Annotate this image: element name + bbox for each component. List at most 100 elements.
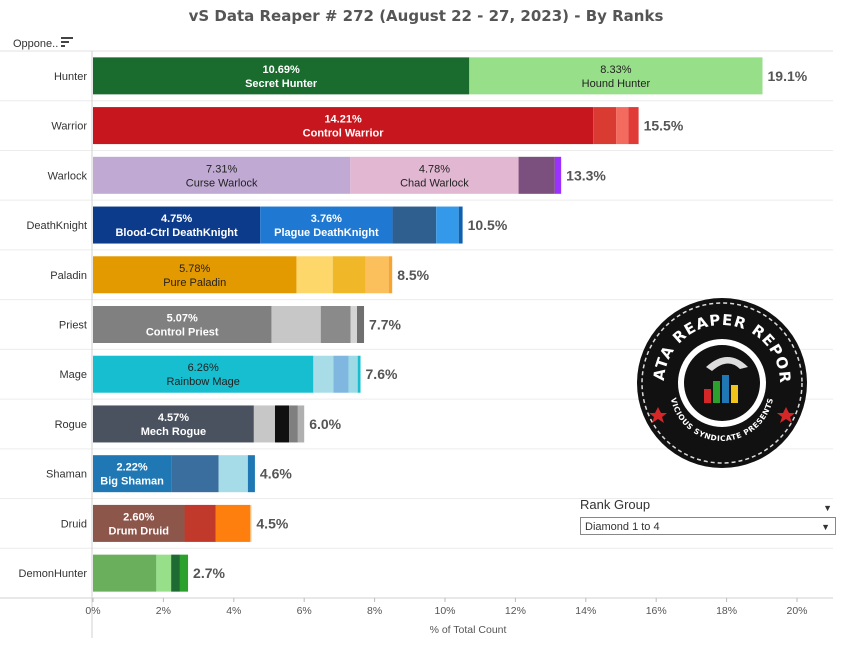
bar-segment[interactable]: [93, 504, 185, 542]
bar-segment[interactable]: [518, 156, 555, 194]
rank-group-select[interactable]: Diamond 1 to 4 ▼: [580, 517, 836, 535]
category-label[interactable]: Hunter: [54, 71, 87, 83]
bar-segment[interactable]: [350, 156, 519, 194]
bar-segment[interactable]: [184, 504, 216, 542]
category-label[interactable]: Warrior: [51, 121, 87, 133]
segment-percent-label: 5.78%: [179, 263, 210, 275]
segment-archetype-label: Blood-Ctrl DeathKnight: [115, 227, 238, 239]
segment-percent-label: 6.26%: [188, 362, 219, 374]
segment-percent-label: 5.07%: [167, 313, 198, 325]
bar-segment[interactable]: [179, 554, 189, 592]
bar-segment[interactable]: [289, 405, 298, 443]
bar-segment[interactable]: [392, 206, 437, 244]
bar-total-label: 8.5%: [397, 267, 429, 283]
segment-percent-label: 2.22%: [116, 462, 147, 474]
segment-percent-label: 4.57%: [158, 412, 189, 424]
segment-archetype-label: Control Warrior: [303, 128, 385, 140]
sort-icon[interactable]: [61, 37, 73, 47]
segment-percent-label: 3.76%: [311, 213, 342, 225]
category-label[interactable]: Warlock: [48, 170, 88, 182]
bar-segment[interactable]: [348, 355, 358, 393]
category-label[interactable]: Rogue: [55, 419, 87, 431]
rank-group-title: Rank Group: [580, 497, 651, 512]
x-axis-title: % of Total Count: [430, 624, 507, 636]
bar-segment[interactable]: [218, 455, 248, 493]
rank-group-selected-value: Diamond 1 to 4: [585, 521, 660, 533]
bar-segment[interactable]: [388, 256, 393, 294]
bar-segment[interactable]: [333, 355, 349, 393]
category-label[interactable]: Mage: [59, 369, 87, 381]
x-tick-label: 0%: [85, 605, 100, 617]
category-label[interactable]: Druid: [61, 518, 87, 530]
x-tick-label: 8%: [367, 605, 382, 617]
segment-archetype-label: Hound Hunter: [582, 78, 651, 90]
category-label[interactable]: DemonHunter: [19, 568, 88, 580]
category-label[interactable]: Paladin: [50, 270, 87, 282]
bar-segment[interactable]: [332, 256, 366, 294]
bar-segment[interactable]: [357, 355, 361, 393]
bar-segment[interactable]: [93, 107, 594, 145]
category-label[interactable]: DeathKnight: [26, 220, 87, 232]
bar-segment[interactable]: [628, 107, 639, 145]
category-label[interactable]: Shaman: [46, 469, 87, 481]
category-label[interactable]: Priest: [59, 320, 87, 332]
bar-total-label: 6.0%: [309, 416, 341, 432]
bar-segment[interactable]: [253, 405, 275, 443]
bar-segment[interactable]: [93, 256, 297, 294]
bar-total-label: 13.3%: [566, 167, 606, 183]
bar-segment[interactable]: [296, 256, 333, 294]
bar-segment[interactable]: [93, 306, 272, 343]
bar-segment[interactable]: [215, 504, 250, 542]
bar-segment[interactable]: [593, 107, 617, 145]
bar-segment[interactable]: [93, 455, 172, 493]
bar-segment[interactable]: [469, 57, 763, 95]
bar-segment[interactable]: [436, 206, 459, 244]
bar-total-label: 19.1%: [768, 68, 808, 84]
bar-segment[interactable]: [271, 306, 321, 343]
bar-segment[interactable]: [93, 355, 314, 393]
bar-segment[interactable]: [93, 206, 261, 244]
segment-archetype-label: Rainbow Mage: [166, 376, 239, 388]
bar-segment[interactable]: [93, 405, 254, 443]
segment-percent-label: 8.33%: [600, 64, 631, 76]
segment-percent-label: 10.69%: [262, 64, 300, 76]
bar-segment[interactable]: [616, 107, 629, 145]
bar-segment[interactable]: [93, 156, 351, 194]
segment-percent-label: 14.21%: [324, 114, 362, 126]
bar-segment[interactable]: [93, 554, 157, 592]
bar-segment[interactable]: [350, 306, 357, 343]
bar-segment[interactable]: [93, 57, 470, 95]
bar-segment[interactable]: [260, 206, 393, 244]
opponent-column-header[interactable]: Oppone..: [13, 38, 59, 50]
bar-segment[interactable]: [274, 405, 290, 443]
bar-total-label: 10.5%: [468, 217, 508, 233]
bar-segment[interactable]: [156, 554, 172, 592]
segment-archetype-label: Chad Warlock: [400, 177, 469, 189]
bar-segment[interactable]: [357, 306, 365, 343]
bar-segment[interactable]: [320, 306, 351, 343]
bar-segment[interactable]: [297, 405, 305, 443]
segment-percent-label: 4.78%: [419, 163, 450, 175]
bar-segment[interactable]: [247, 455, 255, 493]
bar-segment[interactable]: [171, 455, 219, 493]
x-tick-label: 10%: [434, 605, 455, 617]
bar-total-label: 15.5%: [644, 118, 684, 134]
segment-percent-label: 7.31%: [206, 163, 237, 175]
bar-total-label: 7.7%: [369, 317, 401, 333]
bar-segment[interactable]: [249, 504, 252, 542]
bar-segment[interactable]: [313, 355, 334, 393]
bar-total-label: 4.6%: [260, 466, 292, 482]
segment-archetype-label: Curse Warlock: [186, 177, 258, 189]
segment-archetype-label: Plague DeathKnight: [274, 227, 379, 239]
rank-group-menu-icon[interactable]: ▼: [823, 503, 832, 513]
bar-segment[interactable]: [554, 156, 562, 194]
bar-segment[interactable]: [171, 554, 180, 592]
bar-total-label: 7.6%: [366, 366, 398, 382]
bar-segment[interactable]: [365, 256, 389, 294]
x-tick-label: 4%: [226, 605, 241, 617]
bar-segment[interactable]: [458, 206, 463, 244]
x-tick-label: 16%: [646, 605, 667, 617]
chevron-down-icon: ▼: [821, 522, 830, 532]
segment-archetype-label: Control Priest: [146, 327, 219, 339]
